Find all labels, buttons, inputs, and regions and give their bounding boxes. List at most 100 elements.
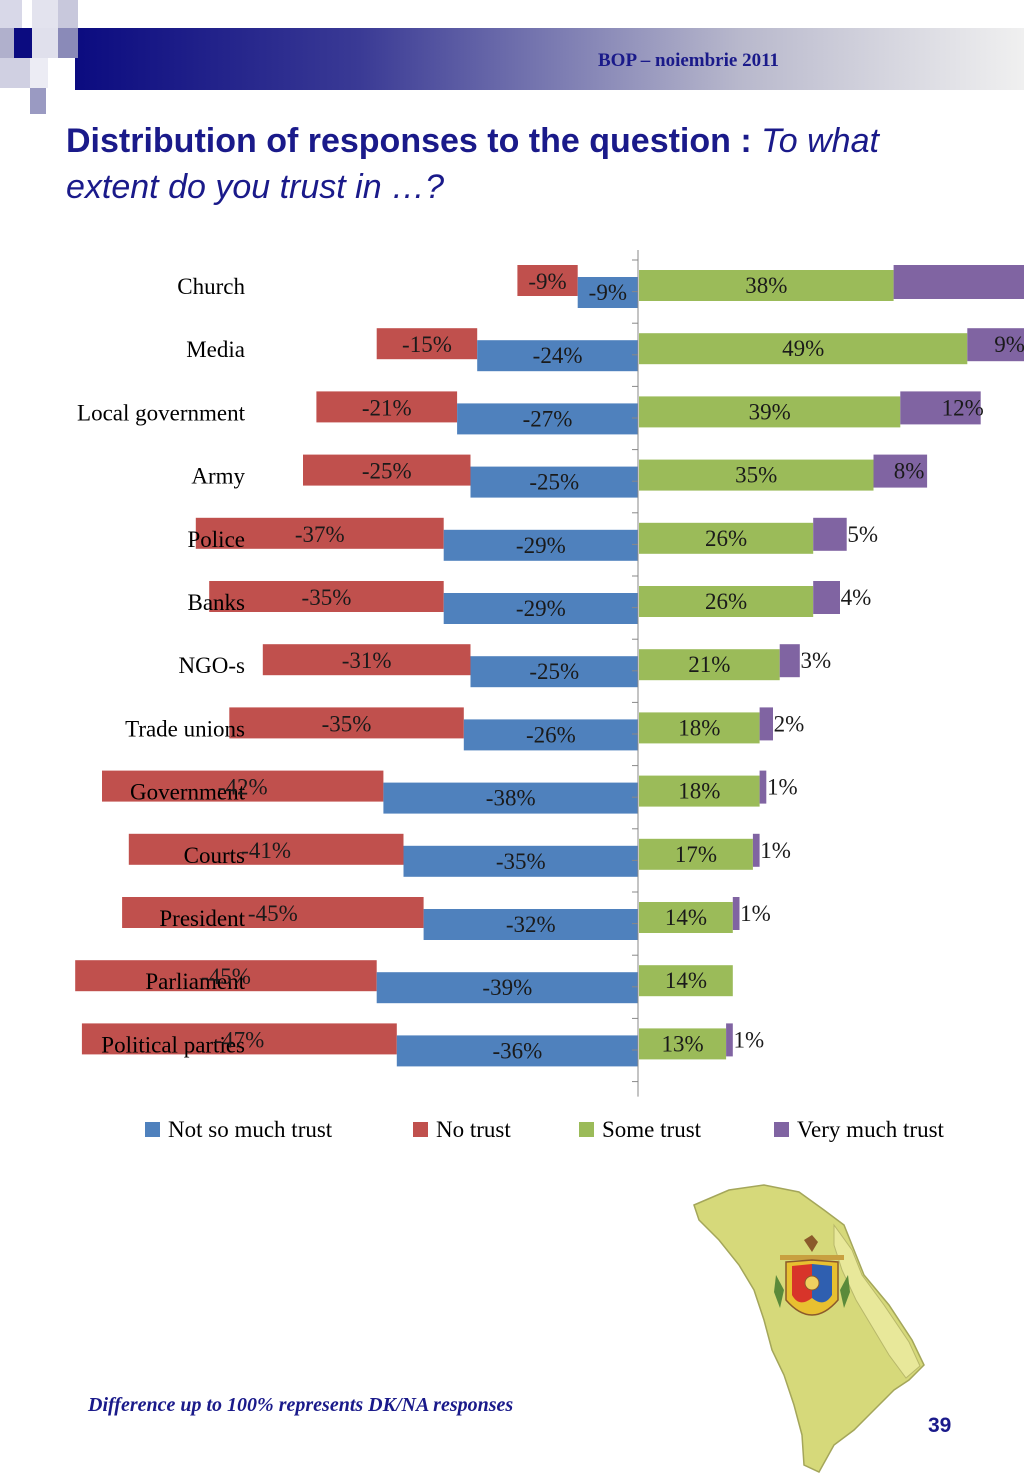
bar-very-much-trust-ngo-s <box>779 644 800 678</box>
label-some-trust-army: 35% <box>735 463 777 488</box>
bar-no-trust-courts <box>128 833 404 865</box>
label-very-much-trust-trade-unions: 2% <box>774 711 805 736</box>
label-some-trust-banks: 26% <box>705 589 747 614</box>
bar-some-trust-president <box>639 902 733 933</box>
bar-some-trust-courts <box>639 838 753 870</box>
legend-swatch-no-trust <box>413 1122 428 1137</box>
bar-some-trust-army <box>639 459 874 491</box>
category-label-army: Army <box>191 464 245 489</box>
bar-no-trust-police <box>195 517 444 549</box>
bar-no-trust-political-parties <box>81 1023 397 1055</box>
page-number: 39 <box>928 1414 952 1437</box>
coat-of-arms-icon <box>774 1235 850 1316</box>
bar-some-trust-church <box>639 270 894 301</box>
label-some-trust-ngo-s: 21% <box>688 652 730 677</box>
bar-very-much-trust-courts <box>752 833 760 867</box>
bar-not-so-much-trust-media <box>477 340 638 372</box>
bar-not-so-much-trust-courts <box>403 845 638 877</box>
legend-swatch-some-trust <box>579 1122 594 1137</box>
label-very-much-trust-army: 8% <box>894 459 925 484</box>
bar-very-much-trust-banks <box>813 581 840 614</box>
bars-layer <box>75 265 1024 1067</box>
label-not-so-much-trust-army: -25% <box>529 470 579 495</box>
bar-very-much-trust-trade-unions <box>759 707 773 741</box>
label-not-so-much-trust-political-parties: -36% <box>492 1038 542 1063</box>
bar-some-trust-trade-unions <box>639 712 760 744</box>
bar-no-trust-trade-unions <box>229 707 464 739</box>
bar-not-so-much-trust-parliament <box>376 972 638 1004</box>
bar-very-much-trust-president <box>732 897 740 930</box>
labels-layer: Church-9%-9%38%42%Media-15%-24%49%9%Loca… <box>77 269 1024 1063</box>
label-some-trust-political-parties: 13% <box>661 1031 703 1056</box>
label-some-trust-courts: 17% <box>675 842 717 867</box>
legend: Not so much trust No trust Some trust Very … <box>145 1117 945 1142</box>
category-label-courts: Courts <box>184 843 245 868</box>
bar-not-so-much-trust-trade-unions <box>463 719 638 751</box>
label-not-so-much-trust-president: -32% <box>506 912 556 937</box>
label-no-trust-government: -42% <box>218 775 268 800</box>
label-some-trust-local-government: 39% <box>749 399 791 424</box>
label-not-so-much-trust-trade-unions: -26% <box>526 722 576 747</box>
bar-not-so-much-trust-church <box>577 277 638 308</box>
label-some-trust-president: 14% <box>665 905 707 930</box>
label-no-trust-media: -15% <box>402 332 452 357</box>
bar-some-trust-local-government <box>639 396 901 428</box>
label-no-trust-army: -25% <box>362 459 412 484</box>
header-band <box>75 28 1024 90</box>
label-no-trust-church: -9% <box>528 269 566 294</box>
category-label-ngo-s: NGO-s <box>179 653 245 678</box>
label-not-so-much-trust-media: -24% <box>533 343 583 368</box>
label-very-much-trust-police: 5% <box>847 522 878 547</box>
bar-no-trust-parliament <box>75 960 377 992</box>
bar-very-much-trust-church <box>893 265 1024 299</box>
trust-chart: Church-9%-9%38%42%Media-15%-24%49%9%Loca… <box>75 250 1024 1142</box>
title-question-prefix: Distribution of responses to the questio… <box>66 122 762 160</box>
label-very-much-trust-government: 1% <box>767 775 798 800</box>
label-no-trust-political-parties: -47% <box>214 1027 264 1052</box>
bar-not-so-much-trust-government <box>383 782 638 814</box>
bar-not-so-much-trust-local-government <box>457 403 638 435</box>
bar-no-trust-president <box>122 897 424 928</box>
title-question-text: To what extent do you trust in …? <box>66 122 879 206</box>
label-very-much-trust-ngo-s: 3% <box>800 648 831 673</box>
bar-not-so-much-trust-political-parties <box>396 1035 638 1067</box>
label-some-trust-church: 38% <box>745 273 787 298</box>
footnote: Difference up to 100% represents DK/NA r… <box>88 1394 514 1416</box>
bar-very-much-trust-army <box>873 454 928 488</box>
category-label-church: Church <box>177 274 245 299</box>
bar-some-trust-ngo-s <box>639 649 780 681</box>
bar-some-trust-police <box>639 522 814 554</box>
legend-swatch-not-so-much-trust <box>145 1122 160 1137</box>
bar-some-trust-political-parties <box>639 1028 727 1060</box>
legend-label-not-so-much-trust: Not so much trust <box>168 1117 333 1142</box>
label-no-trust-president: -45% <box>248 901 298 926</box>
bar-very-much-trust-police <box>813 517 847 551</box>
legend-label-some-trust: Some trust <box>602 1117 702 1142</box>
bar-no-trust-ngo-s <box>262 644 471 676</box>
legend-label-very-much-trust: Very much trust <box>797 1117 945 1142</box>
bar-no-trust-local-government <box>316 391 458 423</box>
label-some-trust-parliament: 14% <box>665 968 707 993</box>
label-some-trust-police: 26% <box>705 526 747 551</box>
category-label-media: Media <box>186 337 245 362</box>
page-title: Distribution of responses to the questio… <box>66 118 946 210</box>
label-some-trust-government: 18% <box>678 779 720 804</box>
label-not-so-much-trust-government: -38% <box>486 786 536 811</box>
category-label-local-government: Local government <box>77 400 246 425</box>
bar-not-so-much-trust-ngo-s <box>470 656 638 688</box>
label-some-trust-trade-unions: 18% <box>678 715 720 740</box>
bar-very-much-trust-political-parties <box>726 1023 733 1057</box>
category-label-president: President <box>159 906 245 931</box>
bar-very-much-trust-media <box>967 328 1024 362</box>
label-very-much-trust-president: 1% <box>740 901 771 926</box>
label-not-so-much-trust-banks: -29% <box>516 596 566 621</box>
label-very-much-trust-local-government: 12% <box>942 395 984 420</box>
bar-no-trust-banks <box>209 581 444 612</box>
label-no-trust-local-government: -21% <box>362 395 412 420</box>
label-no-trust-police: -37% <box>295 522 345 547</box>
label-no-trust-banks: -35% <box>302 585 352 610</box>
org-label: BOP – noiembrie 2011 <box>598 50 780 71</box>
bar-no-trust-government <box>102 770 384 802</box>
label-some-trust-media: 49% <box>782 336 824 361</box>
bar-no-trust-army <box>303 454 471 486</box>
